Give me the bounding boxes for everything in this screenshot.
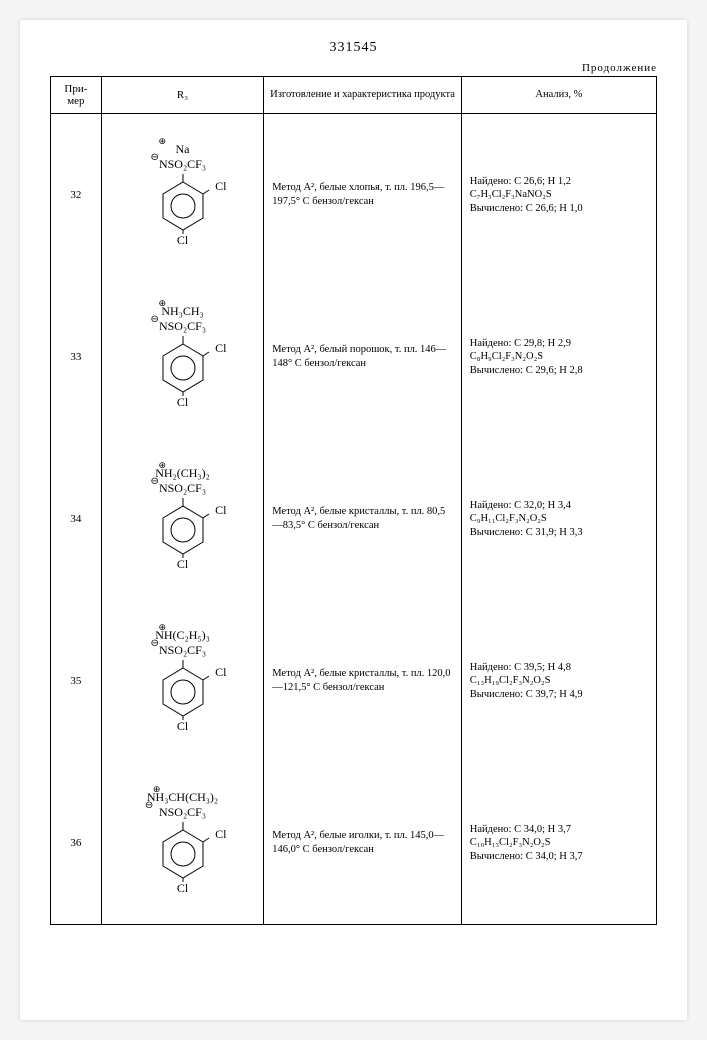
preparation-text: Метод A², белые кристаллы, т. пл. 80,5—8… — [272, 505, 453, 532]
analysis-found: Найдено: C 29,8; H 2,9 — [470, 337, 648, 351]
substituent-cl-ortho: Cl — [215, 504, 226, 517]
analysis-calc: Вычислено: C 26,6; H 1,0 — [470, 202, 648, 216]
header-analysis: Анализ, % — [461, 77, 656, 114]
substituent-cl-ortho: Cl — [215, 828, 226, 841]
preparation-cell: Метод A², белые кристаллы, т. пл. 80,5—8… — [264, 438, 462, 600]
cation-label: ⊕NH₃CH₃ — [153, 305, 213, 318]
benzene-ring-icon: Cl — [153, 174, 213, 234]
anion-line: ⊖NSO₂CF₃ — [153, 482, 213, 495]
table-row: 36 ⊕NH₃CH(CH₃)₂ ⊖NSO₂CF₃ Cl Cl Метод A²,… — [51, 762, 657, 925]
substituent-cl-ortho: Cl — [215, 180, 226, 193]
cation-label: ⊕NH(C₂H₅)₃ — [153, 629, 213, 642]
page: 331545 Продолжение При- мер R₃ Изготовле… — [20, 20, 687, 1020]
preparation-cell: Метод A², белые кристаллы, т. пл. 120,0—… — [264, 600, 462, 762]
anion-line: ⊖NSO₂CF₃ — [147, 806, 218, 819]
analysis-found: Найдено: C 26,6; H 1,2 — [470, 175, 648, 189]
example-number: 35 — [51, 600, 102, 762]
substituent-cl-ortho: Cl — [215, 666, 226, 679]
cation-label: ⊕Na — [153, 143, 213, 156]
analysis-calc: Вычислено: C 39,7; H 4,9 — [470, 688, 648, 702]
benzene-ring-icon: Cl — [153, 336, 213, 396]
structure-cell: ⊕NH(C₂H₅)₃ ⊖NSO₂CF₃ Cl Cl — [101, 600, 263, 762]
analysis-calc: Вычислено: C 29,6; H 2,8 — [470, 364, 648, 378]
analysis-cell: Найдено: C 26,6; H 1,2 C₇H₃Cl₂F₃NaNO₂S В… — [461, 114, 656, 277]
header-r3: R₃ — [101, 77, 263, 114]
document-number: 331545 — [50, 40, 657, 56]
chemical-structure: ⊕NH₃CH(CH₃)₂ ⊖NSO₂CF₃ Cl Cl — [147, 791, 218, 895]
analysis-formula: C₁₀H₁₃Cl₂F₃N₂O₂S — [470, 836, 648, 850]
example-number: 36 — [51, 762, 102, 925]
benzene-ring-icon: Cl — [153, 498, 213, 558]
preparation-cell: Метод A², белые иголки, т. пл. 145,0—146… — [264, 762, 462, 925]
analysis-cell: Найдено: C 39,5; H 4,8 C₁₃H₁₉Cl₂F₃N₂O₂S … — [461, 600, 656, 762]
preparation-cell: Метод A², белые хлопья, т. пл. 196,5—197… — [264, 114, 462, 277]
header-preparation: Изготовление и характеристика продукта — [264, 77, 462, 114]
structure-cell: ⊕NH₃CH₃ ⊖NSO₂CF₃ Cl Cl — [101, 276, 263, 438]
analysis-formula: C₁₃H₁₉Cl₂F₃N₂O₂S — [470, 674, 648, 688]
preparation-text: Метод A², белые хлопья, т. пл. 196,5—197… — [272, 181, 453, 208]
chemical-structure: ⊕Na ⊖NSO₂CF₃ Cl Cl — [153, 143, 213, 247]
analysis-cell: Найдено: C 29,8; H 2,9 C₈H₉Cl₂F₃N₂O₂S Вы… — [461, 276, 656, 438]
substituent-cl-ortho: Cl — [215, 342, 226, 355]
preparation-text: Метод A², белый порошок, т. пл. 146—148°… — [272, 343, 453, 370]
preparation-text: Метод A², белые кристаллы, т. пл. 120,0—… — [272, 667, 453, 694]
analysis-found: Найдено: C 39,5; H 4,8 — [470, 661, 648, 675]
analysis-found: Найдено: C 34,0; H 3,7 — [470, 823, 648, 837]
substituent-cl-para: Cl — [153, 396, 213, 409]
analysis-formula: C₈H₉Cl₂F₃N₂O₂S — [470, 350, 648, 364]
analysis-found: Найдено: C 32,0; H 3,4 — [470, 499, 648, 513]
header-row: При- мер R₃ Изготовление и характеристик… — [51, 77, 657, 114]
table-row: 32 ⊕Na ⊖NSO₂CF₃ Cl Cl Метод A², белые хл… — [51, 114, 657, 277]
structure-cell: ⊕NH₂(CH₃)₂ ⊖NSO₂CF₃ Cl Cl — [101, 438, 263, 600]
example-number: 32 — [51, 114, 102, 277]
cation-label: ⊕NH₂(CH₃)₂ — [153, 467, 213, 480]
analysis-calc: Вычислено: C 31,9; H 3,3 — [470, 526, 648, 540]
benzene-ring-icon: Cl — [153, 660, 213, 720]
analysis-formula: C₉H₁₁Cl₂F₃N₂O₂S — [470, 512, 648, 526]
chemical-structure: ⊕NH₃CH₃ ⊖NSO₂CF₃ Cl Cl — [153, 305, 213, 409]
substituent-cl-para: Cl — [147, 882, 218, 895]
anion-line: ⊖NSO₂CF₃ — [153, 644, 213, 657]
header-example-number: При- мер — [51, 77, 102, 114]
chemical-structure: ⊕NH(C₂H₅)₃ ⊖NSO₂CF₃ Cl Cl — [153, 629, 213, 733]
substituent-cl-para: Cl — [153, 720, 213, 733]
continuation-label: Продолжение — [50, 62, 657, 74]
substituent-cl-para: Cl — [153, 558, 213, 571]
structure-cell: ⊕Na ⊖NSO₂CF₃ Cl Cl — [101, 114, 263, 277]
benzene-ring-icon: Cl — [153, 822, 213, 882]
table-row: 35 ⊕NH(C₂H₅)₃ ⊖NSO₂CF₃ Cl Cl Метод A², б… — [51, 600, 657, 762]
preparation-cell: Метод A², белый порошок, т. пл. 146—148°… — [264, 276, 462, 438]
anion-line: ⊖NSO₂CF₃ — [153, 158, 213, 171]
table-row: 33 ⊕NH₃CH₃ ⊖NSO₂CF₃ Cl Cl Метод A², белы… — [51, 276, 657, 438]
data-table: При- мер R₃ Изготовление и характеристик… — [50, 76, 657, 925]
analysis-formula: C₇H₃Cl₂F₃NaNO₂S — [470, 188, 648, 202]
analysis-cell: Найдено: C 32,0; H 3,4 C₉H₁₁Cl₂F₃N₂O₂S В… — [461, 438, 656, 600]
chemical-structure: ⊕NH₂(CH₃)₂ ⊖NSO₂CF₃ Cl Cl — [153, 467, 213, 571]
substituent-cl-para: Cl — [153, 234, 213, 247]
cation-label: ⊕NH₃CH(CH₃)₂ — [147, 791, 218, 804]
anion-line: ⊖NSO₂CF₃ — [153, 320, 213, 333]
example-number: 33 — [51, 276, 102, 438]
analysis-cell: Найдено: C 34,0; H 3,7 C₁₀H₁₃Cl₂F₃N₂O₂S … — [461, 762, 656, 925]
structure-cell: ⊕NH₃CH(CH₃)₂ ⊖NSO₂CF₃ Cl Cl — [101, 762, 263, 925]
example-number: 34 — [51, 438, 102, 600]
preparation-text: Метод A², белые иголки, т. пл. 145,0—146… — [272, 829, 453, 856]
analysis-calc: Вычислено: C 34,0; H 3,7 — [470, 850, 648, 864]
table-row: 34 ⊕NH₂(CH₃)₂ ⊖NSO₂CF₃ Cl Cl Метод A², б… — [51, 438, 657, 600]
